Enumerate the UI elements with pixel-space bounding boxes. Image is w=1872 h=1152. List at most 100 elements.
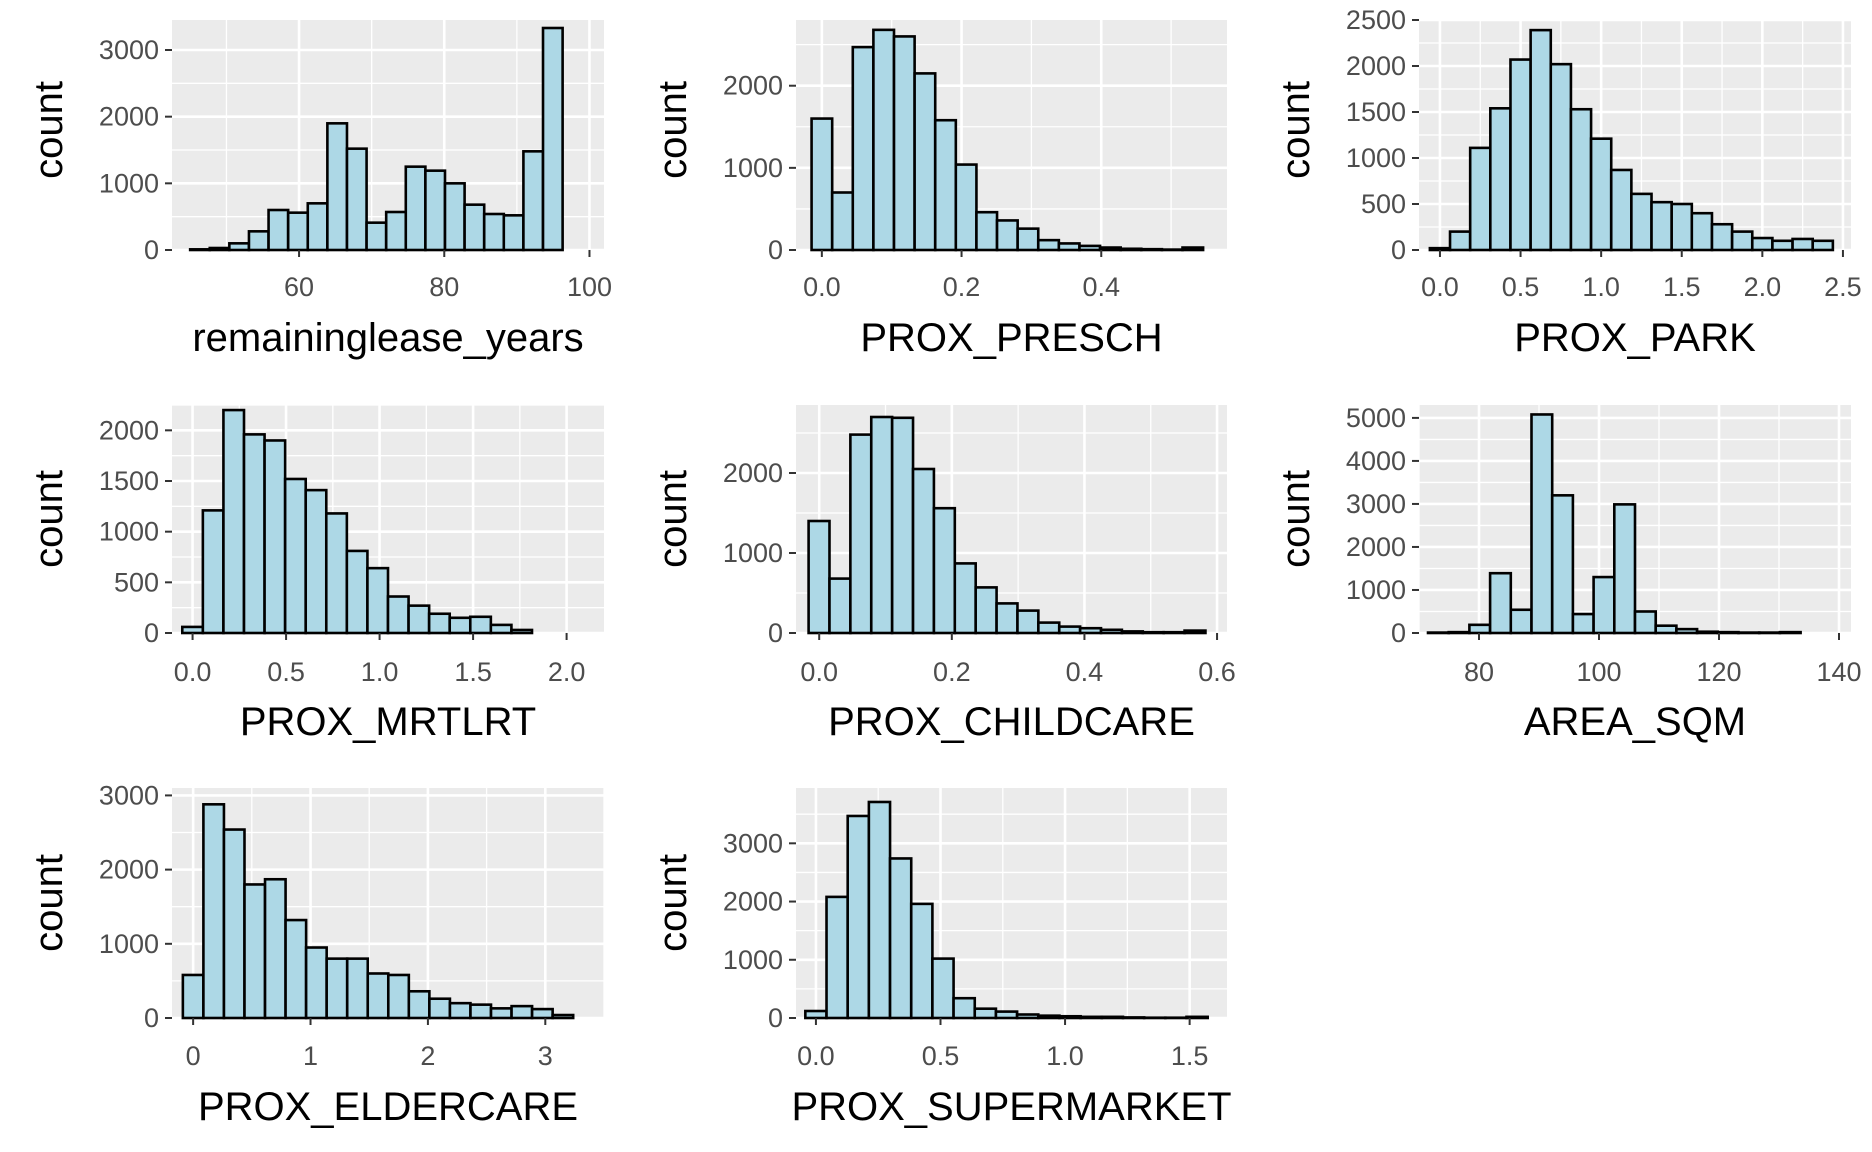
histogram-bar [1100,1015,1125,1020]
y-tick-label: 1000 [723,153,783,183]
histogram-bar [867,800,892,1020]
histogram-bar [1489,107,1512,252]
x-axis-title: PROX_CHILDCARE [828,700,1195,744]
y-tick-label: 1000 [723,945,783,975]
x-tick-label: 0.2 [933,657,971,687]
histogram-bar [366,972,390,1020]
histogram-bar [1139,247,1164,252]
histogram-bar [1695,630,1720,635]
histogram-bar [1098,246,1122,252]
x-tick-label: 120 [1696,657,1741,687]
y-axis-title: count [651,81,695,179]
histogram-panel: 0 1000 2000 0.0 0.2 0.4 PROX_PRESCH count [651,20,1227,360]
histogram-bar [1016,609,1040,635]
histogram-bar [973,1007,998,1020]
histogram-bar [208,246,231,252]
y-tick-label: 1000 [99,168,159,198]
histogram-bar [188,248,212,252]
histogram-bar [1529,28,1553,252]
y-axis-title: count [651,470,695,568]
histogram-bar [933,118,958,252]
histogram-bar [469,1003,493,1020]
histogram-bar [345,957,370,1020]
histogram-panel: 0 1000 2000 3000 4000 5000 80 100 120 140 AREA_SQM… [1274,403,1862,744]
histogram-bar [263,877,287,1020]
histogram-bar [1569,107,1593,252]
histogram-panel: 0 500 1000 1500 2000 2500 0.0 0.5 1.0 1.5 2.0 2.5 PR… [1274,5,1862,360]
histogram-bar [851,45,875,252]
histogram-bar [407,604,431,635]
x-tick-label: 0.2 [943,272,981,302]
histogram-bar [810,117,834,252]
histogram-bar [1549,62,1573,252]
y-axis-title: count [27,854,71,952]
histogram-bar [1037,621,1061,635]
y-tick-label: 3000 [99,780,159,810]
x-tick-label: 0.4 [1082,272,1120,302]
y-tick-label: 0 [144,235,159,265]
histogram-bar [1119,247,1143,252]
histogram-bar [892,35,916,252]
x-axis-title: PROX_MRTLRT [240,700,536,744]
histogram-bar [365,221,388,252]
y-tick-label: 500 [1361,189,1406,219]
histogram-bar [463,203,486,252]
x-tick-label: 1.5 [1663,272,1701,302]
histogram-bar [931,957,955,1020]
y-tick-label: 2500 [1346,5,1406,35]
x-tick-label: 0.0 [797,1041,835,1071]
x-tick-label: 0.6 [1198,657,1236,687]
histogram-bar [804,1009,828,1020]
y-tick-label: 1500 [99,466,159,496]
histogram-bar [1016,227,1040,252]
histogram-bar [1778,630,1802,635]
histogram-bar [522,150,545,252]
histogram-bar [286,211,310,252]
x-tick-label: 80 [1464,657,1494,687]
histogram-bar [202,803,226,1020]
histogram-bar [1183,629,1207,635]
y-tick-label: 3000 [723,828,783,858]
histogram-bar [1811,239,1835,252]
histogram-bar [1613,503,1637,635]
x-tick-label: 1.5 [454,657,492,687]
histogram-bar [325,957,349,1020]
histogram-bar [468,615,493,635]
y-axis-title: count [651,854,695,952]
histogram-bar [228,242,251,252]
y-tick-label: 500 [114,567,159,597]
histogram-bar [530,1007,554,1020]
histogram-bar [994,1010,1019,1020]
histogram-bar [489,623,513,635]
histogram-bar [489,1007,513,1020]
histogram-bar [201,509,225,635]
histogram-bar [386,973,411,1020]
x-tick-label: 0.5 [1502,272,1540,302]
histogram-bar [407,989,431,1020]
histogram-bar [304,946,328,1020]
histogram-bar [222,408,246,635]
x-axis-title: PROX_ELDERCARE [198,1085,578,1129]
histogram-bar [952,996,977,1020]
histogram-bar [1571,612,1595,635]
histogram-bar [1468,623,1492,635]
y-tick-label: 1000 [99,929,159,959]
x-axis-title: PROX_PRESCH [860,316,1162,360]
histogram-bar [1428,246,1452,252]
histogram-bar [995,219,1019,252]
y-axis-title: count [1274,470,1318,568]
histogram-bar [1675,627,1699,635]
histogram-bar [1120,630,1145,635]
histogram-bar [825,895,849,1020]
y-tick-label: 5000 [1346,403,1406,433]
y-tick-label: 0 [144,1003,159,1033]
histogram-bar [306,202,329,252]
histogram-bar [974,586,998,635]
y-tick-label: 0 [768,235,783,265]
histogram-bar [428,997,452,1020]
histogram-bar [1057,625,1082,635]
histogram-bar [932,506,957,635]
y-axis-title: count [1274,81,1318,179]
y-tick-label: 1000 [1346,575,1406,605]
